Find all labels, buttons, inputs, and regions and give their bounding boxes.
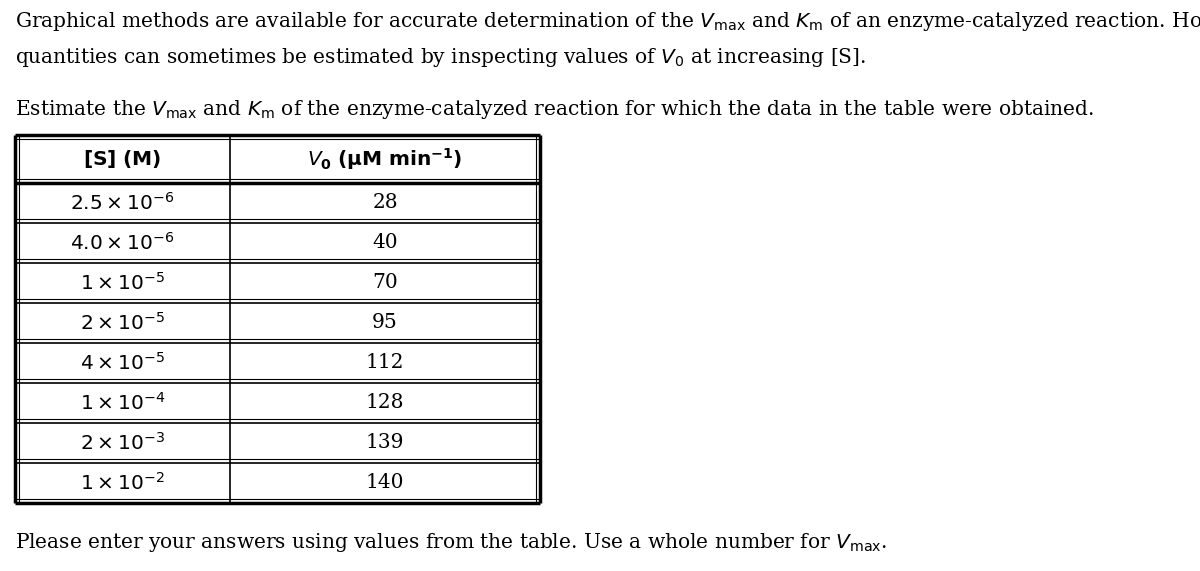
- Text: 40: 40: [372, 234, 398, 252]
- Text: $4.0 \times 10^{-6}$: $4.0 \times 10^{-6}$: [71, 232, 175, 254]
- Text: 28: 28: [372, 194, 398, 212]
- Text: $2.5 \times 10^{-6}$: $2.5 \times 10^{-6}$: [71, 192, 175, 214]
- Text: 139: 139: [366, 433, 404, 452]
- Text: $4 \times 10^{-5}$: $4 \times 10^{-5}$: [80, 352, 164, 374]
- Text: $1 \times 10^{-5}$: $1 \times 10^{-5}$: [80, 272, 164, 294]
- Text: $1 \times 10^{-2}$: $1 \times 10^{-2}$: [80, 472, 164, 494]
- Text: $\mathbf{[S]\ (M)}$: $\mathbf{[S]\ (M)}$: [84, 148, 162, 170]
- Text: 128: 128: [366, 393, 404, 412]
- Text: $2 \times 10^{-5}$: $2 \times 10^{-5}$: [80, 312, 164, 334]
- Text: quantities can sometimes be estimated by inspecting values of $V_0$ at increasin: quantities can sometimes be estimated by…: [14, 46, 866, 69]
- Text: Estimate the $V_\mathrm{max}$ and $K_\mathrm{m}$ of the enzyme-catalyzed reactio: Estimate the $V_\mathrm{max}$ and $K_\ma…: [14, 98, 1094, 121]
- Text: 112: 112: [366, 353, 404, 372]
- Text: $\mathbf{\mathit{V}_0\ (\mu M\ min^{-1})}$: $\mathbf{\mathit{V}_0\ (\mu M\ min^{-1})…: [307, 146, 463, 172]
- Text: Please enter your answers using values from the table. Use a whole number for $V: Please enter your answers using values f…: [14, 531, 887, 554]
- Text: Graphical methods are available for accurate determination of the $V_\mathrm{max: Graphical methods are available for accu…: [14, 10, 1200, 33]
- Text: 70: 70: [372, 274, 398, 292]
- Text: 140: 140: [366, 473, 404, 493]
- Text: $1 \times 10^{-4}$: $1 \times 10^{-4}$: [80, 392, 166, 414]
- Text: $2 \times 10^{-3}$: $2 \times 10^{-3}$: [80, 432, 164, 454]
- Text: 95: 95: [372, 313, 398, 332]
